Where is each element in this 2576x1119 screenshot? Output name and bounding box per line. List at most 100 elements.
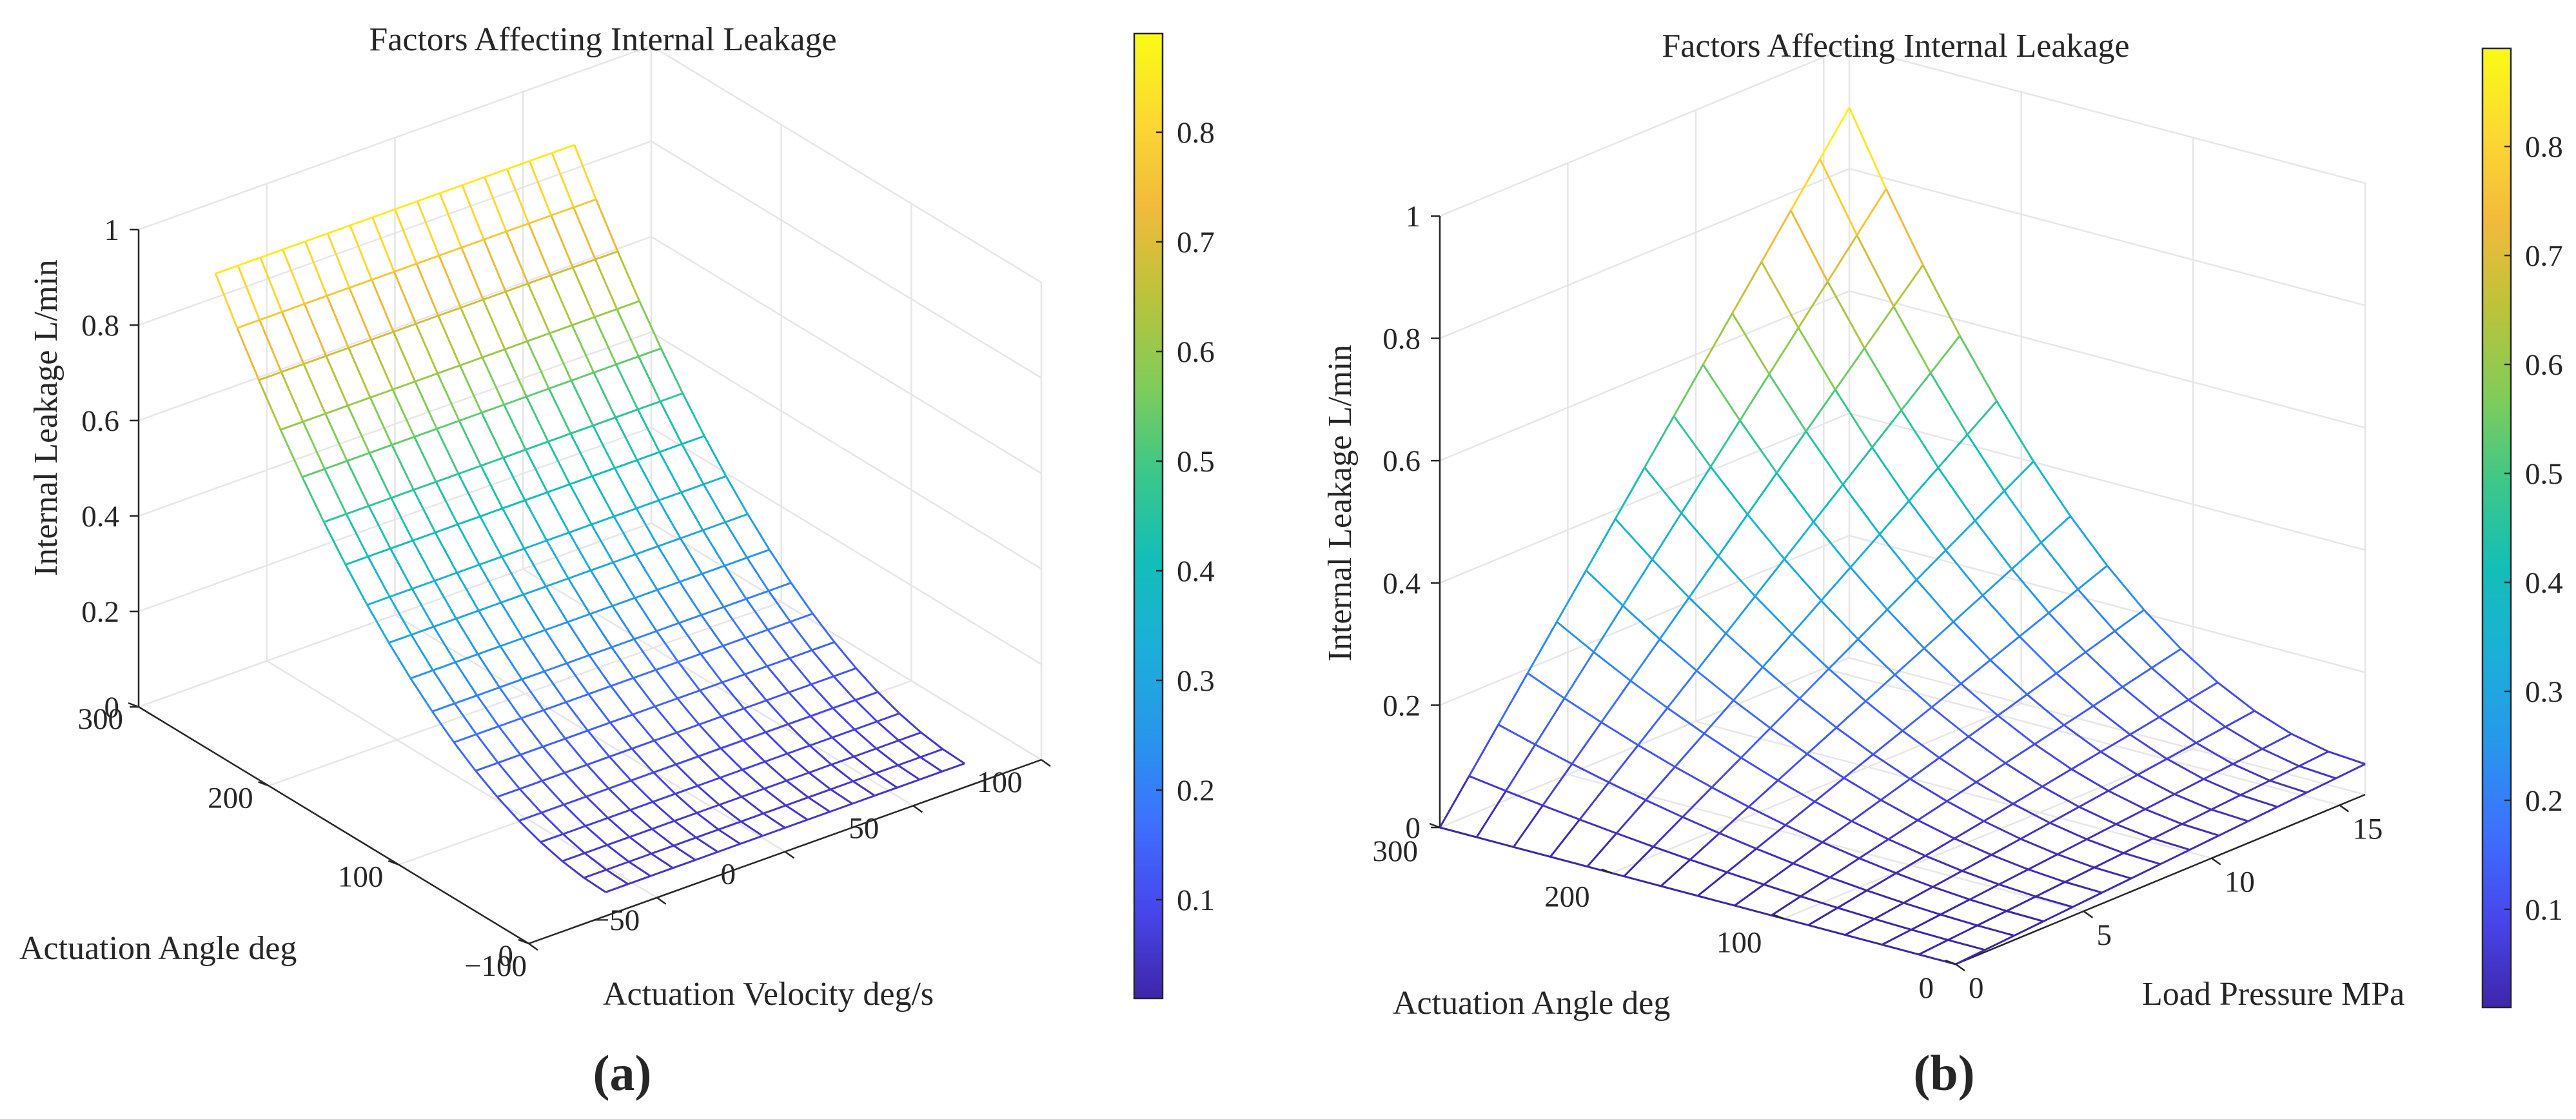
mesh-segment	[2174, 793, 2212, 811]
mesh-segment	[765, 723, 789, 733]
mesh-segment	[720, 739, 744, 749]
mesh-segment	[504, 348, 527, 397]
mesh-segment	[611, 638, 634, 648]
mesh-segment	[2041, 768, 2072, 787]
mesh-segment	[1975, 762, 2006, 783]
mesh-segment	[1827, 234, 1858, 282]
mesh-segment	[1848, 107, 1887, 190]
mesh-segment	[2129, 733, 2168, 760]
mesh-segment	[1439, 826, 1477, 838]
mesh-segment	[573, 144, 597, 200]
mesh-segment	[540, 841, 563, 862]
mesh-segment	[790, 613, 814, 623]
mesh-segment	[786, 771, 810, 782]
mesh-segment	[785, 780, 809, 798]
mesh-segment	[518, 811, 542, 822]
mesh-segment	[527, 332, 551, 342]
mesh-segment	[1998, 883, 2036, 898]
mesh-segment	[852, 780, 876, 797]
mesh-segment	[550, 266, 573, 277]
mesh-segment	[655, 660, 679, 671]
mesh-segment	[523, 585, 547, 596]
mesh-segment	[1981, 568, 2013, 597]
mesh-segment	[527, 282, 551, 334]
colorbar-tick-label: 0.5	[2525, 457, 2563, 491]
mesh-segment	[1719, 832, 1757, 850]
mesh-segment	[681, 443, 705, 485]
mesh-segment	[1800, 895, 1838, 909]
mesh-segment	[438, 246, 462, 257]
mesh-segment	[740, 835, 763, 845]
mesh-segment	[569, 484, 593, 525]
mesh-segment	[1688, 555, 1720, 599]
mesh-segment	[1908, 500, 1947, 551]
mesh-segment	[437, 364, 460, 375]
mesh-segment	[480, 507, 503, 518]
mesh-segment	[1762, 666, 1800, 700]
mesh-segment	[506, 223, 529, 233]
mesh-segment	[698, 724, 722, 749]
mesh-segment	[571, 316, 595, 326]
mesh-segment	[2100, 751, 2138, 776]
mesh-segment	[391, 489, 414, 499]
mesh-segment	[717, 842, 741, 853]
mesh-segment	[634, 597, 658, 632]
y-tick-label: 200	[1544, 880, 1590, 914]
mesh-segment	[2005, 762, 2043, 787]
mesh-segment	[590, 561, 614, 571]
mesh-segment	[567, 613, 591, 623]
mesh-segment	[2159, 849, 2190, 866]
y-tick-label: 300	[78, 702, 124, 736]
mesh-segment	[725, 475, 749, 515]
mesh-segment	[2188, 698, 2227, 728]
mesh-segment	[631, 748, 654, 773]
mesh-segment	[1755, 824, 1787, 850]
mesh-segment	[876, 712, 900, 723]
mesh-segment	[573, 207, 596, 260]
y-tick	[258, 781, 270, 787]
mesh-segment	[2232, 748, 2263, 765]
mesh-segment	[1856, 188, 1887, 236]
mesh-segment	[896, 778, 920, 789]
mesh-segment	[435, 523, 458, 534]
mesh-segment	[1863, 306, 1895, 349]
mesh-segment	[260, 248, 284, 259]
gridline	[1439, 290, 2366, 462]
mesh-segment	[571, 371, 595, 382]
mesh-segment	[2306, 777, 2337, 794]
mesh-segment	[1822, 820, 1853, 844]
mesh-segment	[1911, 913, 1942, 931]
mesh-segment	[550, 215, 574, 268]
mesh-segment	[259, 257, 283, 313]
mesh-segment	[720, 715, 744, 741]
mesh-segment	[742, 739, 766, 763]
mesh-segment	[1989, 659, 2028, 695]
mesh-segment	[2094, 852, 2125, 869]
mesh-segment	[2077, 588, 2116, 632]
mesh-segment	[2011, 568, 2050, 614]
mesh-segment	[695, 828, 719, 839]
mesh-segment	[722, 637, 746, 647]
x-tick-label: −50	[593, 904, 640, 937]
mesh-segment	[719, 777, 743, 798]
mesh-segment	[369, 397, 393, 446]
mesh-segment	[1983, 820, 2021, 840]
mesh-segment	[1746, 513, 1785, 560]
mesh-segment	[433, 617, 457, 628]
mesh-segment	[1917, 800, 1948, 821]
mesh-segment	[1829, 857, 1860, 878]
mesh-segment	[366, 595, 390, 606]
mesh-segment	[591, 515, 615, 526]
mesh-segment	[345, 555, 369, 566]
mesh-segment	[567, 569, 591, 580]
mesh-segment	[745, 598, 769, 631]
mesh-segment	[629, 836, 652, 855]
mesh-segment	[1827, 281, 1865, 349]
mesh-segment	[2086, 823, 2117, 840]
mesh-segment	[394, 208, 418, 264]
mesh-segment	[460, 307, 484, 358]
mesh-segment	[2115, 808, 2146, 826]
mesh-segment	[437, 373, 460, 422]
mesh-segment	[518, 788, 542, 814]
mesh-segment	[1771, 895, 1802, 916]
